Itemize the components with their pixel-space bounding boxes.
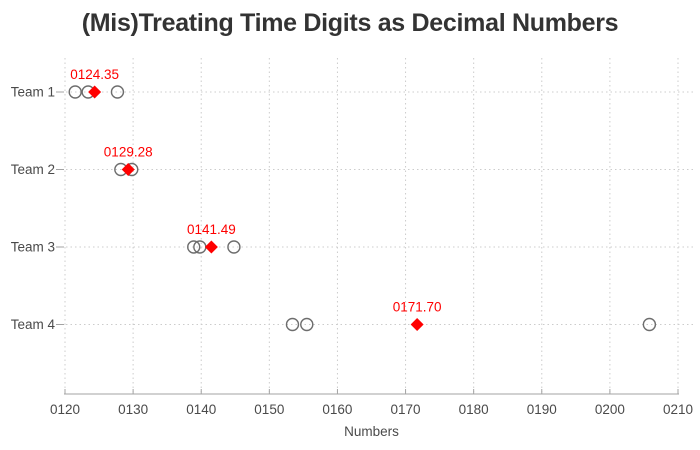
y-category-label: Team 1 xyxy=(11,85,55,100)
mean-diamond-marker xyxy=(88,85,102,99)
x-tick-label: 0170 xyxy=(391,402,421,417)
mean-diamond-marker xyxy=(204,240,218,254)
x-tick-label: 0120 xyxy=(50,402,80,417)
mean-value-label: 0171.70 xyxy=(393,300,442,315)
x-axis-title: Numbers xyxy=(344,424,399,439)
chart-title: (Mis)Treating Time Digits as Decimal Num… xyxy=(81,9,619,37)
x-tick-label: 0140 xyxy=(186,402,216,417)
mean-value-label: 0141.49 xyxy=(187,222,236,237)
x-tick-label: 0160 xyxy=(322,402,352,417)
x-tick-label: 0190 xyxy=(527,402,557,417)
observation-marker xyxy=(642,317,657,332)
observation-marker xyxy=(300,317,314,332)
observation-marker xyxy=(285,317,300,332)
x-tick-label: 0210 xyxy=(663,402,693,417)
x-tick-label: 0150 xyxy=(254,402,284,417)
x-tick-label: 0180 xyxy=(459,402,489,417)
mean-diamond-marker xyxy=(121,163,135,176)
mean-diamond-marker xyxy=(410,318,424,331)
observation-marker xyxy=(68,85,82,99)
y-category-label: Team 2 xyxy=(11,162,55,177)
y-category-label: Team 3 xyxy=(11,240,55,255)
mean-value-label: 0124.35 xyxy=(70,67,119,82)
mean-value-label: 0129.28 xyxy=(104,145,153,160)
observation-marker xyxy=(110,85,125,99)
y-category-label: Team 4 xyxy=(11,317,56,332)
x-tick-label: 0200 xyxy=(595,402,625,417)
x-tick-label: 0130 xyxy=(118,402,148,417)
observation-marker xyxy=(187,240,201,254)
observation-marker xyxy=(227,240,241,254)
